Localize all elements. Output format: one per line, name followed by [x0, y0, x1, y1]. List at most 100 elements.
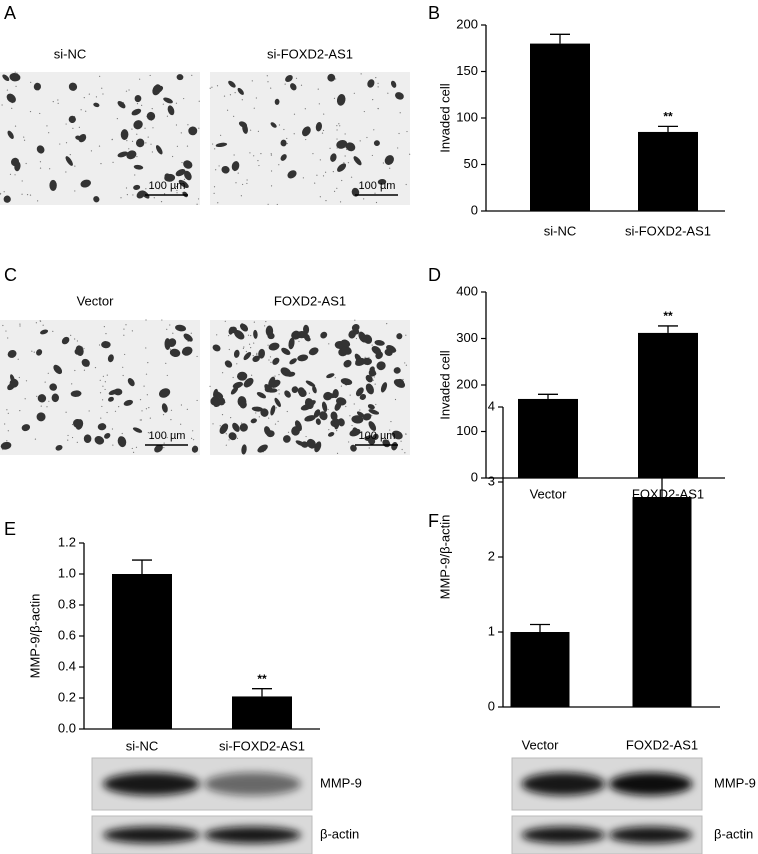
speck — [136, 155, 138, 158]
speck — [19, 323, 21, 325]
speck — [274, 375, 276, 377]
speck — [336, 187, 338, 189]
speck — [94, 367, 97, 369]
cell — [36, 412, 46, 422]
speck — [328, 343, 330, 345]
speck — [359, 409, 361, 411]
speck — [397, 147, 399, 149]
speck — [253, 321, 255, 323]
y-tick-label: 0.0 — [58, 720, 76, 735]
speck — [98, 344, 101, 346]
speck — [21, 193, 23, 195]
cell — [340, 339, 351, 348]
speck — [251, 374, 253, 376]
speck — [169, 324, 171, 326]
speck — [377, 86, 379, 88]
speck — [371, 154, 373, 157]
speck — [172, 332, 174, 334]
cell — [159, 388, 171, 398]
speck — [186, 408, 188, 411]
cell — [75, 419, 84, 430]
speck — [325, 200, 327, 202]
speck — [213, 186, 216, 188]
speck — [264, 325, 266, 327]
speck — [274, 423, 277, 425]
speck — [325, 171, 327, 173]
cell — [380, 382, 388, 393]
speck — [14, 174, 16, 176]
x-tick-label: si-FOXD2-AS1 — [625, 223, 711, 238]
cell — [36, 145, 45, 154]
speck — [47, 372, 49, 374]
speck — [103, 326, 105, 328]
speck — [233, 154, 235, 156]
speck — [341, 179, 343, 182]
speck — [382, 162, 384, 164]
speck — [187, 124, 189, 126]
speck — [312, 153, 314, 155]
speck — [345, 405, 347, 408]
cell — [328, 432, 335, 437]
speck — [36, 395, 38, 397]
speck — [72, 127, 74, 129]
cell — [295, 440, 306, 447]
cell — [49, 179, 57, 192]
y-tick-label: 1 — [488, 623, 495, 638]
cell — [0, 441, 12, 450]
speck — [235, 182, 237, 184]
speck — [104, 388, 106, 391]
cell — [176, 74, 184, 81]
speck — [52, 101, 54, 103]
speck — [169, 348, 171, 350]
speck — [126, 194, 128, 196]
speck — [340, 385, 343, 387]
speck — [304, 108, 306, 110]
cell — [267, 388, 278, 393]
speck — [170, 409, 173, 411]
speck — [374, 383, 376, 385]
cell — [253, 329, 258, 339]
cell — [250, 418, 257, 424]
speck — [123, 334, 125, 336]
speck — [31, 350, 33, 352]
speck — [2, 324, 4, 327]
cell — [161, 403, 168, 413]
speck — [139, 399, 142, 401]
cell — [305, 380, 316, 387]
speck — [399, 112, 401, 114]
cell — [315, 121, 322, 132]
speck — [166, 374, 168, 377]
speck — [275, 407, 277, 409]
y-tick-label: 200 — [456, 16, 478, 31]
speck — [98, 145, 101, 147]
speck — [245, 350, 247, 353]
cell — [21, 424, 31, 432]
speck — [250, 334, 252, 337]
speck — [176, 192, 178, 194]
speck — [405, 334, 407, 336]
cell — [243, 377, 254, 388]
speck — [295, 77, 298, 79]
speck — [363, 198, 365, 200]
speck — [293, 113, 296, 115]
speck — [366, 136, 368, 139]
speck — [99, 75, 101, 77]
speck — [132, 194, 134, 196]
cell — [315, 418, 321, 425]
speck — [29, 110, 32, 113]
speck — [329, 147, 331, 149]
speck — [80, 109, 82, 111]
western-blot: MMP-9 β-actin — [91, 757, 362, 854]
y-tick-label: 2 — [488, 548, 495, 563]
cell — [231, 161, 240, 172]
speck — [161, 319, 163, 321]
panel-letter: B — [428, 3, 440, 23]
speck — [284, 83, 286, 85]
panel-letter: A — [4, 3, 16, 23]
cell — [164, 173, 176, 182]
cell — [353, 156, 362, 166]
speck — [100, 163, 102, 165]
speck — [298, 340, 300, 342]
speck — [228, 335, 230, 337]
cell — [68, 115, 76, 123]
